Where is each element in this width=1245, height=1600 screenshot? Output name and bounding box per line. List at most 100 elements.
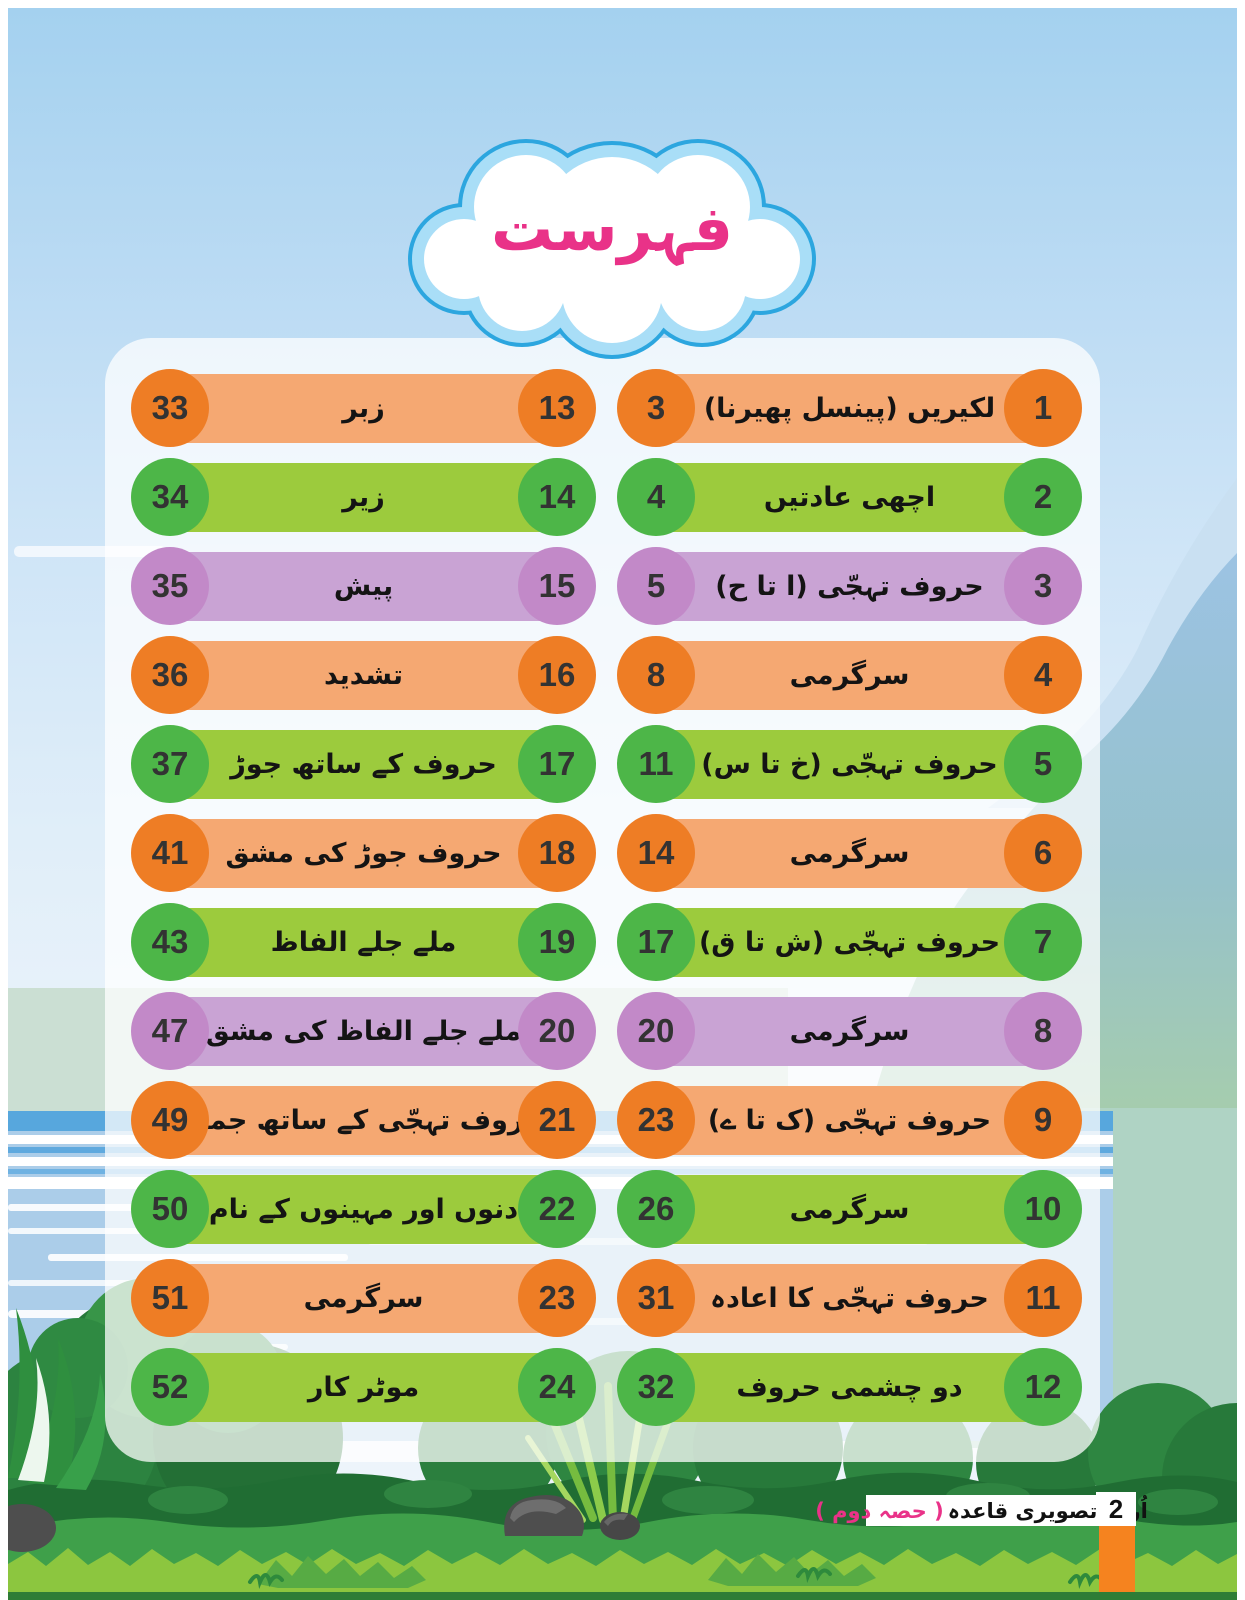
toc-row-pill: [132, 1175, 595, 1244]
title-cloud: فہرست: [406, 139, 818, 359]
chapter-number-badge: 9: [1004, 1081, 1082, 1159]
toc-row-16: تشدید 16 36: [131, 631, 596, 720]
toc-row-title: حروف تہجّی کے ساتھ جملے: [182, 1105, 545, 1136]
toc-row-pill: [132, 463, 595, 532]
chapter-number-badge: 15: [518, 547, 596, 625]
toc-row-pill: [132, 1353, 595, 1422]
toc-row-pill: [132, 1086, 595, 1155]
toc-row-pill: [618, 908, 1081, 977]
toc-row-7: حروف تہجّی (ش تا ق) 7 17: [617, 898, 1082, 987]
page-number-badge: 33: [131, 369, 209, 447]
page-number-badge: 34: [131, 458, 209, 536]
footer-book-part: ( حصہ دوم ): [815, 1498, 944, 1523]
page-number-badge: 31: [617, 1259, 695, 1337]
toc-row-pill: [132, 997, 595, 1066]
toc-row-pill: [132, 908, 595, 977]
toc-row-title: حروف تہجّی کا اعادہ: [710, 1283, 989, 1314]
toc-row-pill: [618, 641, 1081, 710]
cloud-shape: [408, 139, 816, 359]
toc-row-pill: [618, 997, 1081, 1066]
toc-row-title: دو چشمی حروف: [736, 1372, 963, 1403]
chapter-number-badge: 20: [518, 992, 596, 1070]
toc-column-right: لکیریں (پینسل پھیرنا) 1 3 اچھی عادتیں 2 …: [617, 364, 1082, 1432]
toc-row-5: حروف تہجّی (خ تا س) 5 11: [617, 720, 1082, 809]
toc-row-3: حروف تہجّی (ا تا ح) 3 5: [617, 542, 1082, 631]
page-title: فہرست: [490, 192, 734, 265]
grass-tufts: [248, 1567, 1104, 1590]
toc-row-title: سرگرمی: [303, 1283, 424, 1314]
toc-row-8: سرگرمی 8 20: [617, 987, 1082, 1076]
toc-row-10: سرگرمی 10 26: [617, 1165, 1082, 1254]
toc-row-11: حروف تہجّی کا اعادہ 11 31: [617, 1254, 1082, 1343]
toc-row-title: حروف تہجّی (خ تا س): [701, 749, 998, 780]
chapter-number-badge: 1: [1004, 369, 1082, 447]
toc-row-title: سرگرمی: [789, 1016, 910, 1047]
chapter-number-badge: 10: [1004, 1170, 1082, 1248]
chapter-number-badge: 2: [1004, 458, 1082, 536]
page-number-badge: 3: [617, 369, 695, 447]
toc-row-title: سرگرمی: [789, 1194, 910, 1225]
chapter-number-badge: 5: [1004, 725, 1082, 803]
toc-row-title: تشدید: [324, 660, 403, 691]
grass-patch: [258, 1556, 426, 1588]
chapter-number-badge: 23: [518, 1259, 596, 1337]
toc-row-pill: [618, 819, 1081, 888]
toc-row-title: پیش: [333, 571, 394, 602]
page-number-badge: 35: [131, 547, 209, 625]
chapter-number-badge: 14: [518, 458, 596, 536]
toc-row-pill: [618, 1264, 1081, 1333]
page-number-badge: 14: [617, 814, 695, 892]
page-number-badge: 26: [617, 1170, 695, 1248]
chapter-number-badge: 11: [1004, 1259, 1082, 1337]
rocks: [8, 1495, 640, 1552]
footer-page-number: 2: [1096, 1492, 1136, 1526]
page-number-badge: 11: [617, 725, 695, 803]
chapter-number-badge: 22: [518, 1170, 596, 1248]
chapter-number-badge: 21: [518, 1081, 596, 1159]
footer-orange-tab: [1099, 1526, 1135, 1592]
toc-row-6: سرگرمی 6 14: [617, 809, 1082, 898]
toc-row-title: اچھی عادتیں: [763, 482, 936, 513]
toc-row-title: ملے جلے الفاظ: [270, 927, 457, 958]
toc-row-1: لکیریں (پینسل پھیرنا) 1 3: [617, 364, 1082, 453]
page-number-badge: 43: [131, 903, 209, 981]
toc-row-pill: [132, 374, 595, 443]
toc-row-4: سرگرمی 4 8: [617, 631, 1082, 720]
page-number-badge: 4: [617, 458, 695, 536]
chapter-number-badge: 7: [1004, 903, 1082, 981]
toc-row-title: لکیریں (پینسل پھیرنا): [703, 393, 996, 424]
toc-row-pill: [618, 1086, 1081, 1155]
toc-row-9: حروف تہجّی (ک تا ے) 9 23: [617, 1076, 1082, 1165]
chapter-number-badge: 4: [1004, 636, 1082, 714]
toc-row-title: حروف تہجّی (ا تا ح): [715, 571, 984, 602]
background-scene: لکیریں (پینسل پھیرنا) 1 3 اچھی عادتیں 2 …: [8, 8, 1237, 1600]
toc-row-pill: [132, 552, 595, 621]
toc-row-pill: [132, 641, 595, 710]
toc-row-24: موٹر کار 24 52: [131, 1343, 596, 1432]
chapter-number-badge: 19: [518, 903, 596, 981]
chapter-number-badge: 8: [1004, 992, 1082, 1070]
toc-column-left: زبر 13 33 زیر 14 34 پیش 15 35 تشدید 16 3…: [131, 364, 596, 1432]
toc-row-pill: [618, 1175, 1081, 1244]
toc-row-21: حروف تہجّی کے ساتھ جملے 21 49: [131, 1076, 596, 1165]
toc-row-title: زبر: [342, 393, 385, 424]
page-number-badge: 5: [617, 547, 695, 625]
page-number-badge: 36: [131, 636, 209, 714]
page-number-badge: 23: [617, 1081, 695, 1159]
toc-row-18: حروف جوڑ کی مشق 18 41: [131, 809, 596, 898]
toc-row-title: حروف تہجّی (ش تا ق): [698, 927, 1001, 958]
toc-row-pill: [618, 1353, 1081, 1422]
toc-row-title: دنوں اور مہینوں کے نام: [208, 1194, 519, 1225]
toc-row-12: دو چشمی حروف 12 32: [617, 1343, 1082, 1432]
toc-row-2: اچھی عادتیں 2 4: [617, 453, 1082, 542]
toc-row-title: حروف جوڑ کی مشق: [225, 838, 502, 869]
toc-row-pill: [618, 730, 1081, 799]
toc-row-19: ملے جلے الفاظ 19 43: [131, 898, 596, 987]
toc-row-pill: [132, 730, 595, 799]
page-number-badge: 37: [131, 725, 209, 803]
corner-grass: [8, 1308, 106, 1490]
toc-row-15: پیش 15 35: [131, 542, 596, 631]
chapter-number-badge: 16: [518, 636, 596, 714]
toc-row-title: زیر: [342, 482, 385, 513]
page-number-badge: 20: [617, 992, 695, 1070]
